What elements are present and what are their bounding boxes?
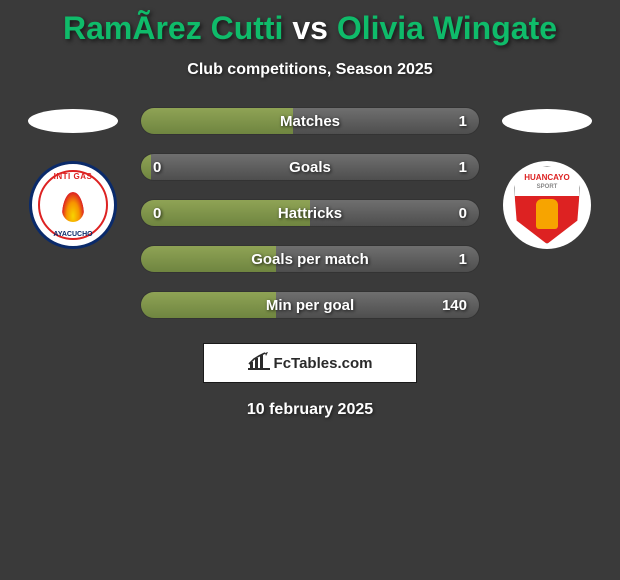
player1-photo-placeholder: [28, 109, 118, 133]
team2-badge-top-text: HUANCAYO: [515, 173, 579, 182]
flame-icon: [62, 192, 84, 222]
stats-bars: Matches 1 0 Goals 1 0 Hattricks 0 Goals per matc…: [140, 107, 480, 319]
page-title: RamÃ­rez Cutti vs Olivia Wingate: [0, 0, 620, 47]
left-side: INTI GAS AYACUCHO: [18, 107, 128, 319]
stat-value-right: 0: [459, 205, 467, 222]
stat-value-left: 0: [153, 159, 161, 176]
team1-badge: INTI GAS AYACUCHO: [29, 161, 117, 249]
stat-label: Matches: [280, 113, 340, 130]
brand-chart-icon: [248, 352, 270, 375]
stat-row: Min per goal 140: [140, 291, 480, 319]
stat-row: Goals per match 1: [140, 245, 480, 273]
stat-label: Hattricks: [278, 205, 342, 222]
stat-value-right: 1: [459, 159, 467, 176]
stat-value-left: 0: [153, 205, 161, 222]
team2-badge-sub-text: SPORT: [515, 184, 579, 190]
vs-text: vs: [292, 10, 328, 46]
player1-name: RamÃ­rez Cutti: [63, 10, 283, 46]
stat-row: Matches 1: [140, 107, 480, 135]
subtitle: Club competitions, Season 2025: [0, 61, 620, 79]
stat-row: 0 Goals 1: [140, 153, 480, 181]
stat-row: 0 Hattricks 0: [140, 199, 480, 227]
team2-shield: HUANCAYO SPORT: [514, 166, 580, 244]
team1-badge-bottom-text: AYACUCHO: [32, 231, 114, 238]
brand-box[interactable]: FcTables.com: [203, 343, 417, 383]
stat-label: Goals: [289, 159, 331, 176]
team2-badge: HUANCAYO SPORT: [503, 161, 591, 249]
brand-text: FcTables.com: [274, 355, 373, 372]
comparison-panel: INTI GAS AYACUCHO Matches 1 0 Goals 1 0 Hattri…: [0, 107, 620, 319]
stat-label: Min per goal: [266, 297, 354, 314]
team1-badge-top-text: INTI GAS: [32, 172, 114, 181]
stat-fill-left: [141, 292, 276, 318]
stat-fill-left: [141, 154, 151, 180]
player2-name: Olivia Wingate: [337, 10, 557, 46]
player2-photo-placeholder: [502, 109, 592, 133]
stat-label: Goals per match: [251, 251, 369, 268]
mascot-icon: [536, 199, 558, 229]
stat-value-right: 1: [459, 251, 467, 268]
stat-value-right: 1: [459, 113, 467, 130]
right-side: HUANCAYO SPORT: [492, 107, 602, 319]
stat-fill-left: [141, 108, 293, 134]
date-label: 10 february 2025: [0, 401, 620, 419]
stat-value-right: 140: [442, 297, 467, 314]
